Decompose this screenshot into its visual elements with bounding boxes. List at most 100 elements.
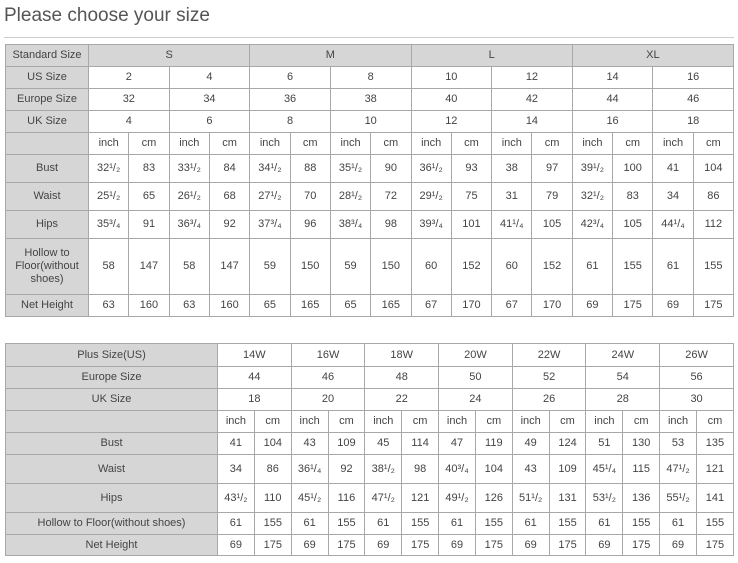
measure-cell: 69 bbox=[511, 534, 550, 556]
measure-cell: 67 bbox=[410, 294, 452, 317]
size-cell: 6 bbox=[249, 66, 331, 89]
unit-label-blank bbox=[5, 132, 89, 155]
size-cell: 24W bbox=[585, 343, 661, 367]
measure-cell: 51 bbox=[585, 432, 624, 455]
unit-row: inch cm inch cm inch cm inch cm inch cm inch cm inch… bbox=[5, 410, 735, 433]
measure-cell: 43 bbox=[511, 454, 550, 484]
measure-cell: 32¹/₂ bbox=[571, 182, 614, 211]
row-label: US Size bbox=[5, 66, 89, 89]
measure-row: Waist 25¹/₂ 65 26¹/₂ 68 27¹/₂ 70 28¹/₂ 72 29¹/₂ 75… bbox=[5, 182, 735, 211]
measure-cell: 39³/₄ bbox=[410, 210, 452, 239]
unit-cell: cm bbox=[253, 410, 292, 433]
row-label: Hollow to Floor(without shoes) bbox=[5, 512, 218, 535]
unit-cell: cm bbox=[692, 132, 735, 155]
size-cell: 16W bbox=[290, 343, 366, 367]
measure-cell: 84 bbox=[208, 154, 251, 183]
unit-cell: inch bbox=[410, 132, 452, 155]
unit-label-blank bbox=[5, 410, 218, 433]
size-cell: 16 bbox=[571, 110, 654, 133]
measure-cell: 83 bbox=[128, 154, 170, 183]
unit-cell: cm bbox=[327, 410, 366, 433]
measure-cell: 60 bbox=[410, 238, 452, 295]
size-cell: 2 bbox=[88, 66, 170, 89]
size-cell: 10 bbox=[410, 66, 493, 89]
measure-cell: 61 bbox=[585, 512, 624, 535]
measure-cell: 34 bbox=[652, 182, 694, 211]
measure-cell: 49 bbox=[511, 432, 550, 455]
measure-cell: 61 bbox=[290, 512, 329, 535]
size-cell: 52 bbox=[511, 366, 587, 389]
measure-cell: 53 bbox=[659, 432, 697, 455]
unit-cell: cm bbox=[289, 132, 331, 155]
measure-cell: 150 bbox=[289, 238, 331, 295]
measure-cell: 165 bbox=[370, 294, 412, 317]
measure-cell: 119 bbox=[474, 432, 513, 455]
measure-cell: 63 bbox=[168, 294, 210, 317]
measure-cell: 59 bbox=[329, 238, 372, 295]
measure-cell: 131 bbox=[548, 483, 587, 513]
measure-cell: 175 bbox=[401, 534, 440, 556]
measure-cell: 36¹/₄ bbox=[290, 454, 329, 484]
measure-row: Bust 32¹/₂ 83 33¹/₂ 84 34¹/₂ 88 35¹/₂ 90 36¹/₂ 93 3… bbox=[5, 154, 735, 183]
measure-cell: 36¹/₂ bbox=[410, 154, 452, 183]
measure-cell: 69 bbox=[659, 534, 697, 556]
row-label: Waist bbox=[5, 182, 89, 211]
measure-row: Hips 35³/₄ 91 36³/₄ 92 37³/₄ 96 38³/₄ 98 39³/₄ 101… bbox=[5, 210, 735, 239]
measure-cell: 147 bbox=[208, 238, 251, 295]
measure-cell: 75 bbox=[450, 182, 493, 211]
size-cell: 42 bbox=[491, 88, 573, 111]
measure-cell: 109 bbox=[327, 432, 366, 455]
measure-cell: 47¹/₂ bbox=[659, 454, 697, 484]
measure-cell: 65 bbox=[249, 294, 291, 317]
measure-cell: 31 bbox=[491, 182, 533, 211]
measure-cell: 65 bbox=[128, 182, 170, 211]
size-row: Plus Size(US) 14W 16W 18W 20W 22W 24W 26W bbox=[5, 343, 734, 367]
unit-cell: cm bbox=[450, 132, 493, 155]
row-label: Plus Size(US) bbox=[5, 343, 218, 367]
measure-cell: 69 bbox=[585, 534, 624, 556]
unit-cell: cm bbox=[548, 410, 587, 433]
measure-cell: 69 bbox=[438, 534, 476, 556]
unit-cell: cm bbox=[695, 410, 735, 433]
measure-cell: 175 bbox=[474, 534, 513, 556]
measure-cell: 27¹/₂ bbox=[249, 182, 291, 211]
measure-cell: 165 bbox=[289, 294, 331, 317]
measure-cell: 63 bbox=[87, 294, 130, 317]
unit-cell: cm bbox=[208, 132, 251, 155]
measure-cell: 79 bbox=[531, 182, 573, 211]
measure-cell: 90 bbox=[370, 154, 412, 183]
size-cell: 8 bbox=[249, 110, 331, 133]
measure-cell: 155 bbox=[548, 512, 587, 535]
measure-cell: 41¹/₄ bbox=[491, 210, 533, 239]
measure-row: Bust 41 104 43 109 45 114 47 119 49 124 51 130 53 135 bbox=[5, 432, 735, 455]
unit-cell: inch bbox=[585, 410, 624, 433]
size-cell: 6 bbox=[168, 110, 251, 133]
measure-cell: 105 bbox=[612, 210, 654, 239]
measure-cell: 101 bbox=[450, 210, 493, 239]
measure-cell: 91 bbox=[128, 210, 170, 239]
measure-cell: 155 bbox=[695, 512, 735, 535]
unit-cell: cm bbox=[622, 410, 661, 433]
measure-cell: 109 bbox=[548, 454, 587, 484]
measure-cell: 160 bbox=[128, 294, 170, 317]
measure-cell: 86 bbox=[253, 454, 292, 484]
measure-cell: 58 bbox=[168, 238, 210, 295]
unit-cell: cm bbox=[401, 410, 440, 433]
size-cell: 8 bbox=[329, 66, 412, 89]
measure-cell: 116 bbox=[327, 483, 366, 513]
size-cell: 40 bbox=[410, 88, 493, 111]
row-label: Bust bbox=[5, 432, 218, 455]
measure-cell: 61 bbox=[438, 512, 476, 535]
size-cell: 4 bbox=[88, 110, 170, 133]
measure-cell: 51¹/₂ bbox=[511, 483, 550, 513]
measure-cell: 96 bbox=[289, 210, 331, 239]
size-group-xl: XL bbox=[571, 44, 735, 67]
unit-cell: inch bbox=[491, 132, 533, 155]
row-label: Europe Size bbox=[5, 88, 89, 111]
measure-cell: 34¹/₂ bbox=[249, 154, 291, 183]
measure-cell: 67 bbox=[491, 294, 533, 317]
measure-cell: 121 bbox=[695, 454, 735, 484]
unit-cell: inch bbox=[87, 132, 130, 155]
measure-cell: 61 bbox=[652, 238, 694, 295]
unit-cell: inch bbox=[659, 410, 697, 433]
